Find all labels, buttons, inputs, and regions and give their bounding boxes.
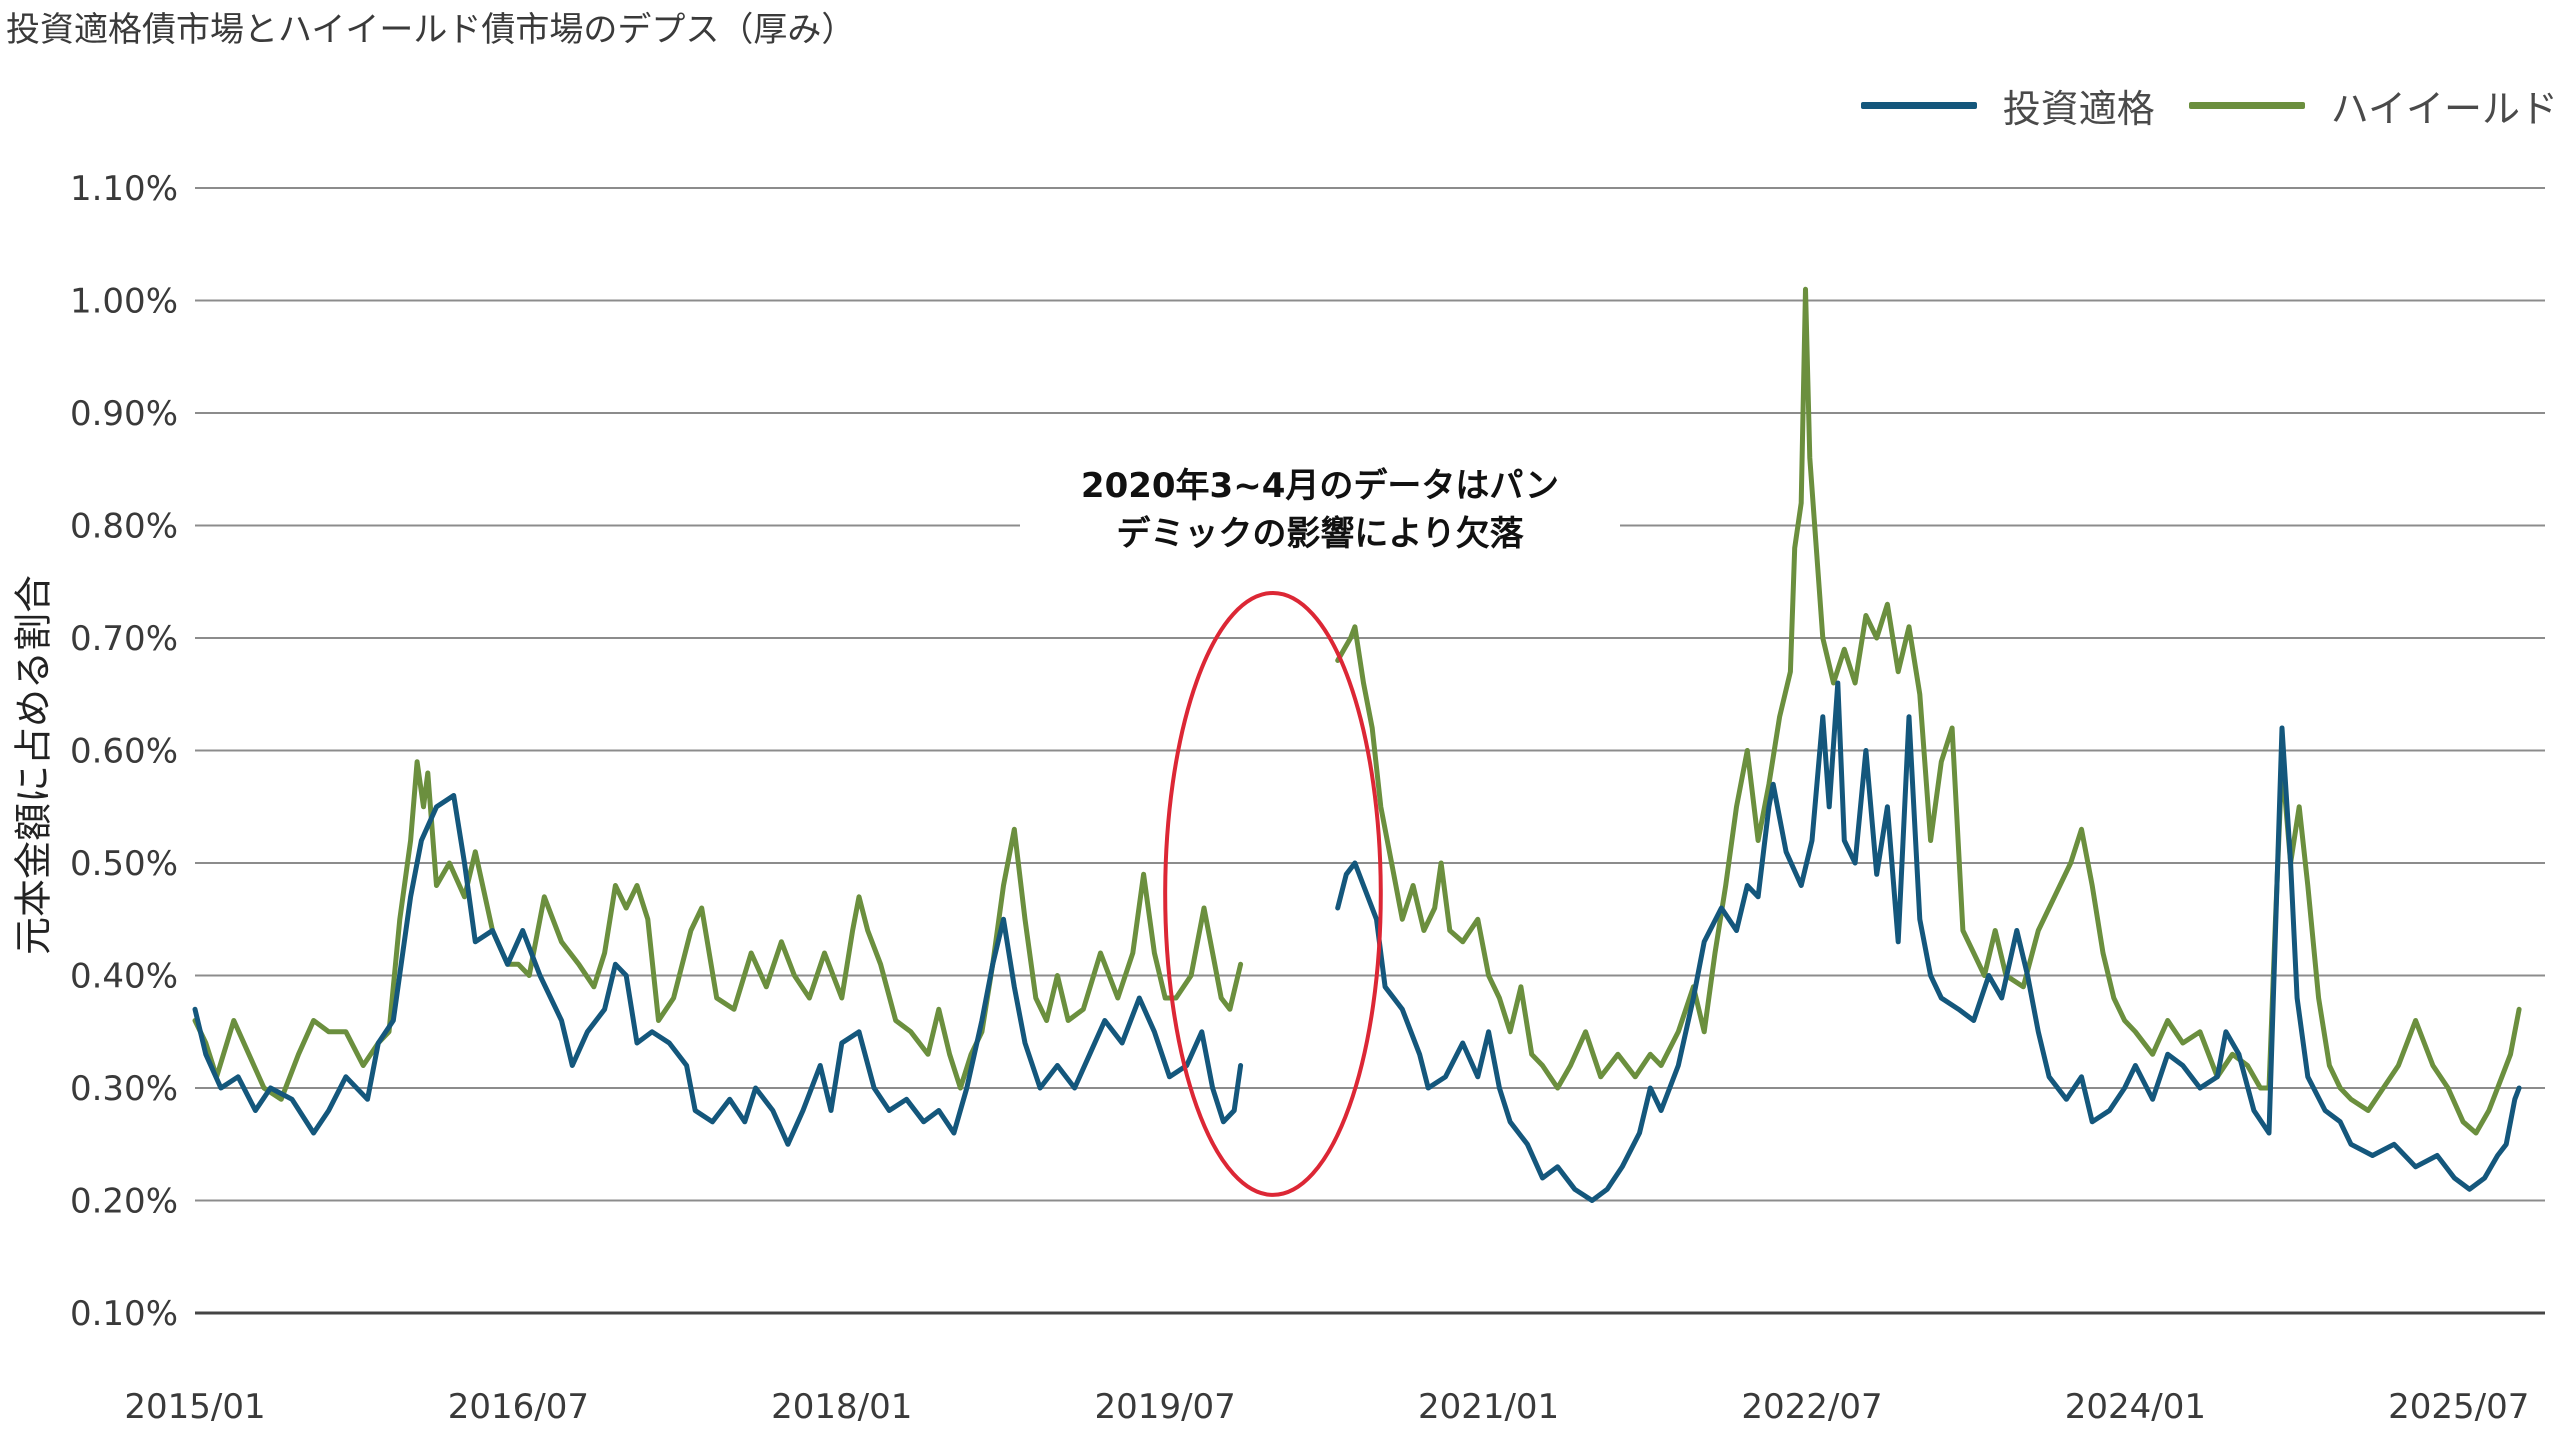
y-tick-label: 0.50% xyxy=(70,844,178,884)
legend-swatch-high-yield xyxy=(2188,102,2305,109)
series-line-investment-grade xyxy=(192,793,1244,1147)
y-tick-label: 0.70% xyxy=(70,619,178,659)
x-tick-label: 2015/01 xyxy=(124,1387,265,1427)
annotation-line-1: 2020年3~4月のデータはパン xyxy=(1080,466,1560,506)
y-tick-label: 1.10% xyxy=(70,169,178,209)
series-line-high-yield xyxy=(1335,286,2522,1136)
y-tick-label: 0.60% xyxy=(70,732,178,772)
x-tick-label: 2024/01 xyxy=(2065,1387,2206,1427)
grid-lines xyxy=(195,187,2545,1315)
legend-item-high-yield[interactable]: ハイイールド xyxy=(2188,78,2558,133)
x-tick-label: 2019/07 xyxy=(1095,1387,1236,1427)
legend-item-investment-grade[interactable]: 投資適格 xyxy=(1860,78,2155,133)
y-tick-labels: 0.10% 0.20% 0.30% 0.40% 0.50% 0.60% 0.70% 0.80%… xyxy=(70,169,178,1334)
x-tick-label: 2022/07 xyxy=(1741,1387,1882,1427)
x-tick-label: 2016/07 xyxy=(448,1387,589,1427)
x-tick-label: 2025/07 xyxy=(2388,1387,2529,1427)
annotation-line-2: デミックの影響により欠落 xyxy=(1116,514,1524,554)
chart-title: 投資適格債市場とハイイールド債市場のデプス（厚み） xyxy=(6,10,856,50)
y-tick-label: 0.30% xyxy=(70,1069,178,1109)
y-tick-label: 1.00% xyxy=(70,282,178,322)
annotation-ellipse-layer xyxy=(1163,591,1383,1197)
y-tick-label: 0.80% xyxy=(70,507,178,547)
y-tick-label: 0.90% xyxy=(70,394,178,434)
series-line-investment-grade xyxy=(1335,680,2522,1203)
y-tick-label: 0.20% xyxy=(70,1182,178,1222)
legend: 投資適格 ハイイールド xyxy=(1860,78,2558,133)
y-tick-label: 0.10% xyxy=(70,1294,178,1334)
series-lines xyxy=(192,286,2522,1203)
y-tick-label: 0.40% xyxy=(70,957,178,997)
x-tick-label: 2021/01 xyxy=(1418,1387,1559,1427)
x-tick-label: 2018/01 xyxy=(771,1387,912,1427)
x-tick-labels: 2015/01 2016/07 2018/01 2019/07 2021/01 2022/… xyxy=(124,1387,2529,1427)
legend-label-high-yield: ハイイールド xyxy=(2330,87,2558,131)
series-line-high-yield xyxy=(192,759,1244,1102)
legend-label-investment-grade: 投資適格 xyxy=(2002,87,2155,131)
annotation-ellipse xyxy=(1163,591,1383,1197)
legend-swatch-investment-grade xyxy=(1860,102,1977,109)
annotation-text: 2020年3~4月のデータはパン デミックの影響により欠落 xyxy=(1020,462,1620,558)
